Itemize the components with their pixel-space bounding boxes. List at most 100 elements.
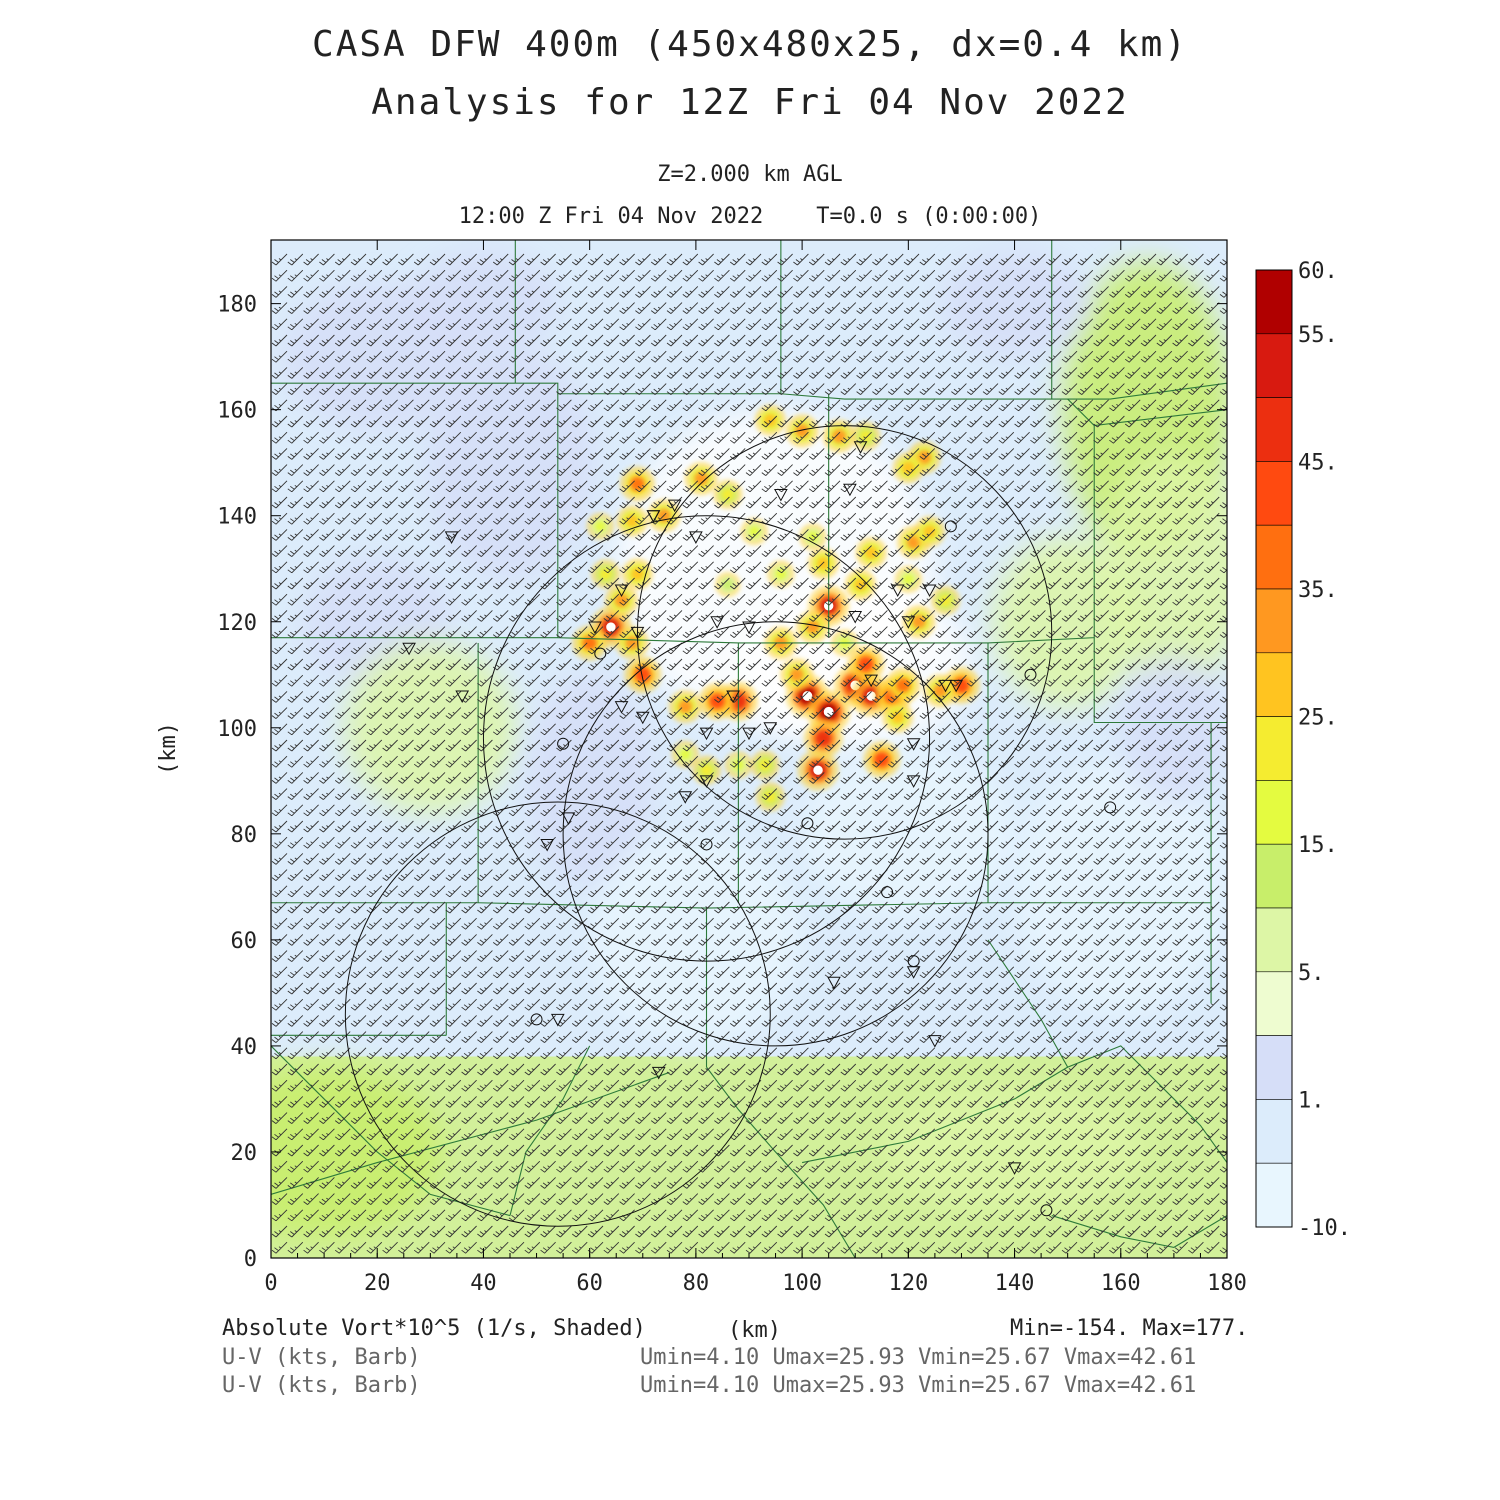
station-circle xyxy=(801,817,814,830)
level-label: Z=2.000 km AGL xyxy=(657,162,843,187)
vorticity-cell xyxy=(851,421,881,451)
station-triangle xyxy=(726,690,740,704)
vorticity-cell xyxy=(892,452,924,484)
colorbar-swatch xyxy=(1255,780,1293,845)
min-max-label: Min=-154. Max=177. xyxy=(1010,1316,1249,1341)
vorticity-cell xyxy=(740,518,768,546)
station-circle xyxy=(1104,801,1117,814)
vorticity-cell xyxy=(668,689,702,724)
vorticity-cell xyxy=(684,461,718,496)
station-triangle xyxy=(938,679,953,693)
x-tick-label: 100 xyxy=(782,1271,822,1296)
field-patch xyxy=(940,250,1089,357)
vorticity-cell xyxy=(796,610,830,644)
station-triangle xyxy=(763,722,778,735)
colorbar-swatch xyxy=(1255,843,1293,909)
vorticity-cell xyxy=(755,782,785,812)
station-triangle xyxy=(742,621,756,635)
colorbar-label: 25. xyxy=(1298,706,1338,731)
station-triangle xyxy=(1007,1162,1022,1175)
station-triangle xyxy=(614,701,629,714)
x-tick-label: 120 xyxy=(888,1271,928,1296)
station-triangle xyxy=(614,584,629,597)
colorbar-swatch xyxy=(1255,971,1293,1036)
vorticity-cell xyxy=(591,559,621,589)
field-patch xyxy=(409,250,558,357)
colorbar-label: 55. xyxy=(1298,323,1338,348)
vorticity-cell xyxy=(799,523,827,551)
x-tick-label: 160 xyxy=(1101,1271,1141,1296)
vorticity-cell xyxy=(930,585,961,616)
y-tick-label: 80 xyxy=(231,823,258,848)
station-triangle xyxy=(949,679,963,693)
valid-time-label: 12:00 Z Fri 04 Nov 2022 T=0.0 s (0:00:00… xyxy=(458,204,1042,229)
x-tick-label: 40 xyxy=(470,1271,497,1296)
y-tick-label: 140 xyxy=(217,505,257,530)
y-tick-label: 120 xyxy=(217,611,257,636)
station-circle xyxy=(700,838,713,851)
station-circle xyxy=(907,955,920,968)
radar-range-rings xyxy=(344,425,1053,1227)
vorticity-cell xyxy=(604,583,639,618)
colorbar-swatch xyxy=(1255,1035,1293,1100)
station-triangle xyxy=(444,531,459,544)
colorbar: 60. 55. 45. 35. 25. 15. 5. 1. -10. xyxy=(1255,259,1351,1241)
county-line xyxy=(1093,637,1227,724)
colorbar-swatch xyxy=(1255,397,1293,462)
vorticity-cell xyxy=(754,404,786,436)
station-triangle xyxy=(901,616,916,629)
y-tick-label: 60 xyxy=(231,929,258,954)
station-triangle xyxy=(635,711,650,725)
station-triangle xyxy=(827,976,841,990)
station-triangle xyxy=(906,775,921,788)
field-patch xyxy=(345,642,516,813)
field-patch xyxy=(1014,759,1227,1015)
vorticity-cell xyxy=(780,658,814,692)
radar-ring xyxy=(562,621,989,1047)
field-patch xyxy=(881,1088,1148,1216)
colorbar-swatch xyxy=(1255,461,1293,526)
station-triangle xyxy=(843,483,857,497)
station-triangle xyxy=(774,489,788,502)
vorticity-cell xyxy=(797,749,839,791)
vorticity-cell xyxy=(619,466,656,502)
barb-stats-1: Umin=4.10 Umax=25.93 Vmin=25.67 Vmax=42.… xyxy=(640,1345,1197,1370)
colorbar-swatch xyxy=(1255,333,1293,398)
wind-barbs xyxy=(271,253,1227,1254)
station-triangle xyxy=(402,642,416,656)
vorticity-cell xyxy=(863,741,901,779)
station-triangle xyxy=(906,738,921,751)
vorticity-cell xyxy=(822,419,856,453)
x-tick-label: 0 xyxy=(264,1271,277,1296)
vorticity-cell xyxy=(807,547,839,580)
vorticity-shading xyxy=(572,404,981,812)
station-circle xyxy=(944,520,957,533)
station-triangle xyxy=(588,621,602,635)
y-tick-label: 100 xyxy=(217,717,257,742)
y-tick-label: 160 xyxy=(217,399,257,424)
vorticity-background xyxy=(271,240,1227,1258)
colorbar-label: 5. xyxy=(1298,961,1325,986)
county-line xyxy=(802,1066,1068,1164)
colorbar-label: 60. xyxy=(1298,259,1338,284)
station-triangle xyxy=(550,1013,565,1027)
county-line xyxy=(706,1066,856,1258)
field-patch xyxy=(425,346,595,580)
y-tick-label: 0 xyxy=(244,1247,257,1272)
vorticity-cell xyxy=(902,605,936,639)
colorbar-swatch xyxy=(1255,1099,1293,1164)
vorticity-cell xyxy=(785,414,819,448)
colorbar-swatch xyxy=(1255,269,1293,335)
station-triangle xyxy=(928,1035,942,1048)
colorbar-swatch xyxy=(1255,652,1293,717)
y-axis-label: (km) xyxy=(155,722,181,775)
county-line xyxy=(515,382,1227,400)
vorticity-cell xyxy=(616,505,648,537)
station-triangle xyxy=(699,775,714,788)
station-circle xyxy=(557,737,570,750)
radar-ring xyxy=(482,515,931,962)
vorticity-cell xyxy=(572,625,608,661)
vorticity-cell xyxy=(715,572,741,598)
station-triangle xyxy=(699,727,714,741)
colorbar-frame xyxy=(1255,269,1293,1228)
